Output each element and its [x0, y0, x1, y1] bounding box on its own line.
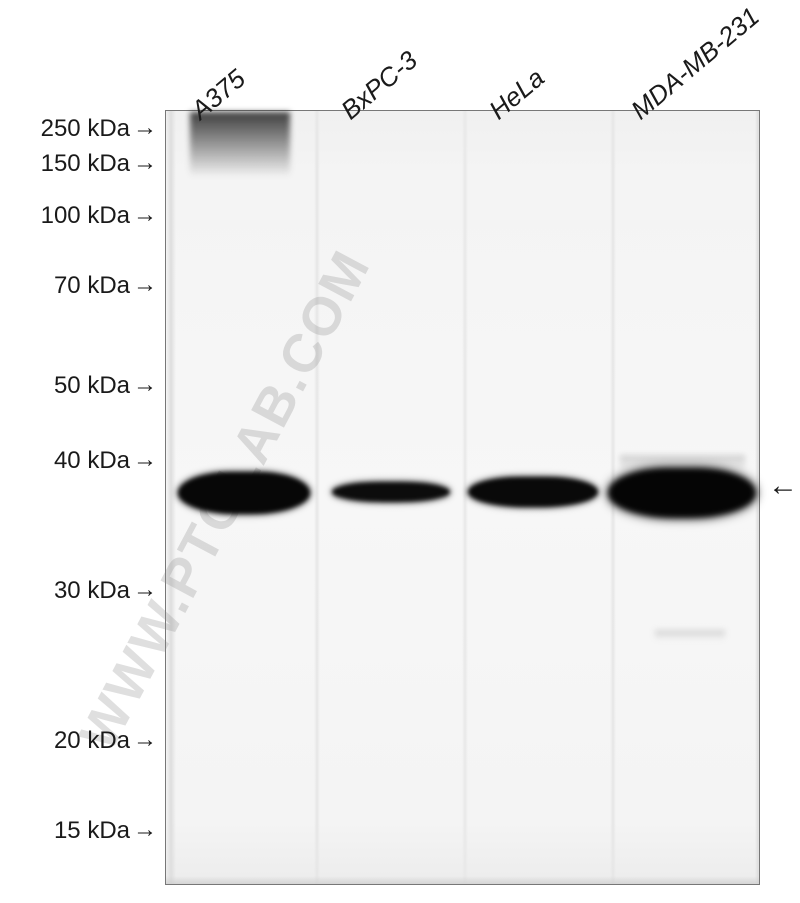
protein-band — [332, 482, 450, 502]
blot-smear — [655, 630, 725, 640]
lane-divider — [314, 111, 320, 885]
lane-divider — [755, 111, 760, 885]
protein-band — [608, 468, 756, 518]
mw-marker-arrow: → — [133, 726, 157, 754]
mw-marker-arrow: → — [133, 114, 157, 142]
blot-bottom-shadow — [166, 876, 760, 885]
mw-marker-arrow: → — [133, 446, 157, 474]
mw-marker-label: 100 kDa — [0, 202, 130, 230]
target-band-arrow: ← — [768, 469, 798, 503]
lane-divider — [462, 111, 468, 885]
protein-band — [178, 472, 310, 514]
mw-marker-arrow: → — [133, 371, 157, 399]
mw-marker-label: 150 kDa — [0, 150, 130, 178]
mw-marker-label: 250 kDa — [0, 115, 130, 143]
lane-label: MDA-MB-231 — [625, 1, 766, 126]
mw-marker-arrow: → — [133, 149, 157, 177]
mw-marker-arrow: → — [133, 201, 157, 229]
mw-marker-label: 70 kDa — [0, 272, 130, 300]
mw-marker-arrow: → — [133, 271, 157, 299]
lane-divider — [166, 111, 176, 885]
mw-marker-label: 15 kDa — [0, 817, 130, 845]
mw-marker-arrow: → — [133, 816, 157, 844]
figure-container: WWW.PTGLAB.COM ← A375BxPC-3HeLaMDA-MB-23… — [0, 0, 800, 903]
mw-marker-label: 50 kDa — [0, 372, 130, 400]
mw-marker-label: 20 kDa — [0, 727, 130, 755]
mw-marker-label: 40 kDa — [0, 447, 130, 475]
mw-marker-label: 30 kDa — [0, 577, 130, 605]
blot-smear — [190, 112, 290, 177]
protein-band — [468, 477, 598, 507]
mw-marker-arrow: → — [133, 576, 157, 604]
